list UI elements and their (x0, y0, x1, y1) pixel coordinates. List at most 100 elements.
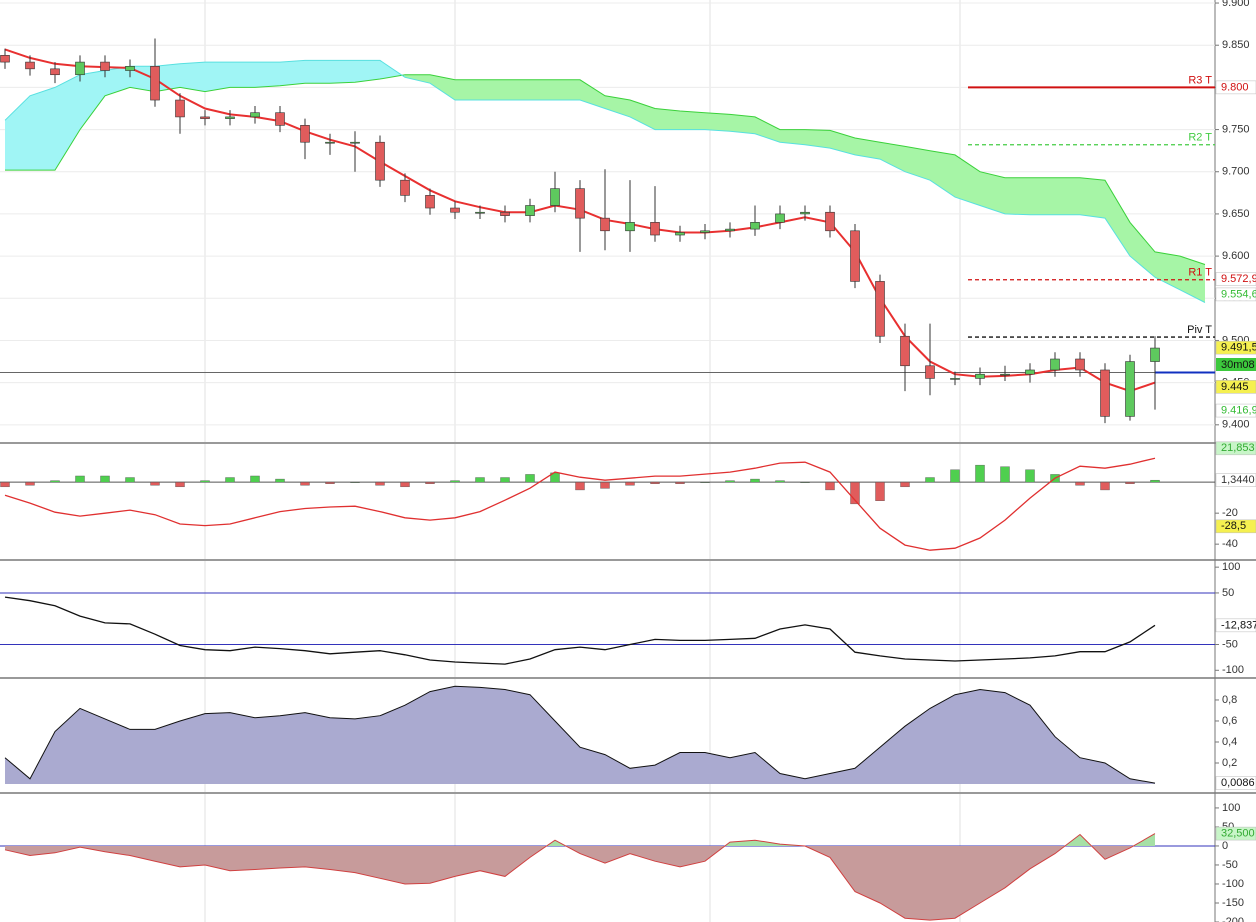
pivot-label: R2 T (1188, 132, 1212, 144)
histogram-bar (125, 477, 135, 483)
histogram-bar (1150, 479, 1160, 483)
cloud-fill (1080, 177, 1105, 219)
cloud-fill (1105, 180, 1130, 257)
cloud-fill (580, 79, 605, 109)
histogram-bar (900, 481, 910, 488)
candle-body (0, 55, 10, 63)
candle-body (650, 222, 660, 236)
y-tick-label: 9.850 (1222, 39, 1250, 51)
candle-body (50, 68, 60, 76)
candle-body (625, 222, 635, 232)
y-tick-label: 0,2 (1222, 757, 1237, 769)
price-tag (1215, 441, 1256, 456)
countdown-box (1216, 358, 1256, 371)
histogram-bar (150, 481, 160, 486)
histogram-bar (325, 481, 335, 484)
y-tick-label: 9.600 (1222, 250, 1250, 262)
histogram-bar (850, 481, 860, 505)
candle-body (250, 112, 260, 118)
cloud-fill (330, 60, 355, 84)
candle-body (1000, 373, 1010, 376)
histogram-bar (50, 480, 60, 483)
cloud-fill (1055, 177, 1080, 215)
y-tick-label: -50 (1222, 638, 1238, 650)
histogram-bar (175, 481, 185, 488)
price-tag-label: -12,837 (1221, 619, 1256, 631)
candle-body (475, 211, 485, 214)
cloud-fill (730, 114, 755, 134)
area-line (4, 685, 1156, 784)
histogram-bar (950, 469, 960, 483)
candle-body (500, 211, 510, 216)
y-tick-label: 0 (1222, 840, 1228, 852)
histogram-bar (675, 481, 685, 484)
cloud-fill (255, 62, 280, 88)
price-tag (1215, 519, 1256, 534)
candle-body (225, 116, 235, 119)
histogram-bar (800, 481, 810, 483)
histogram-bar (450, 480, 460, 483)
candle-body (775, 213, 785, 223)
y-tick-label: 9.650 (1222, 208, 1250, 220)
y-tick-label: 9.400 (1222, 419, 1250, 431)
y-tick-label: 0,6 (1222, 715, 1237, 727)
candle-body (675, 232, 685, 236)
cloud-fill (530, 79, 555, 101)
histogram-bar (25, 481, 35, 486)
cloud-fill (805, 129, 830, 149)
histogram-bar (525, 474, 535, 483)
cloud-fill (930, 150, 955, 198)
candle-body (575, 188, 585, 219)
histogram-bar (825, 481, 835, 491)
y-tick-label: -200 (1222, 916, 1244, 922)
candle-body (875, 281, 885, 337)
y-tick-label: 9.900 (1222, 0, 1250, 9)
y-tick-label: 9.700 (1222, 166, 1250, 178)
cloud-fill (30, 87, 55, 171)
cloud-fill (305, 60, 330, 84)
cloud-fill (80, 70, 105, 130)
cloud-fill (180, 62, 205, 92)
area-fill (5, 686, 1155, 785)
histogram-bar (250, 475, 260, 483)
price-tag (1215, 618, 1256, 633)
histogram-bar (775, 480, 785, 483)
countdown: 30m08 (1221, 359, 1255, 371)
cloud-fill (905, 146, 930, 181)
y-tick-label: 0,8 (1222, 694, 1237, 706)
y-tick-label: 100 (1222, 561, 1240, 573)
cloud-fill (455, 79, 480, 101)
candle-body (925, 365, 935, 379)
cloud-fill (405, 74, 430, 84)
cloud-fill (880, 142, 905, 172)
pivot-label: R1 T (1188, 267, 1212, 279)
price-tag-label: 9.800 (1221, 81, 1249, 93)
price-tag (1215, 776, 1256, 790)
price-tag (1215, 826, 1256, 841)
y-tick-label: 0,4 (1222, 736, 1237, 748)
candle-body (100, 61, 110, 71)
candle-body (1075, 358, 1085, 371)
histogram-bar (225, 477, 235, 483)
candle-body (350, 141, 360, 144)
candle-body (175, 99, 185, 118)
histogram-bar (575, 481, 585, 491)
price-tag-label: 9.572,9 (1221, 273, 1256, 285)
histogram-bar (600, 481, 610, 489)
candle-body (1150, 347, 1160, 362)
cloud-fill (130, 66, 155, 92)
y-tick-label: 9.750 (1222, 123, 1250, 135)
candle-body (1025, 369, 1035, 375)
cloud-fill (1130, 222, 1155, 278)
candle-body (275, 112, 285, 126)
y-tick-label: -150 (1222, 897, 1244, 909)
cloud-span-b (4, 59, 1206, 303)
histogram-bar (350, 481, 360, 483)
cloud-fill (855, 138, 880, 160)
candle-body (1125, 361, 1135, 417)
candle-body (125, 66, 135, 71)
price-tag-label: 9.491,5 (1221, 342, 1256, 354)
cloud-fill (430, 74, 455, 101)
